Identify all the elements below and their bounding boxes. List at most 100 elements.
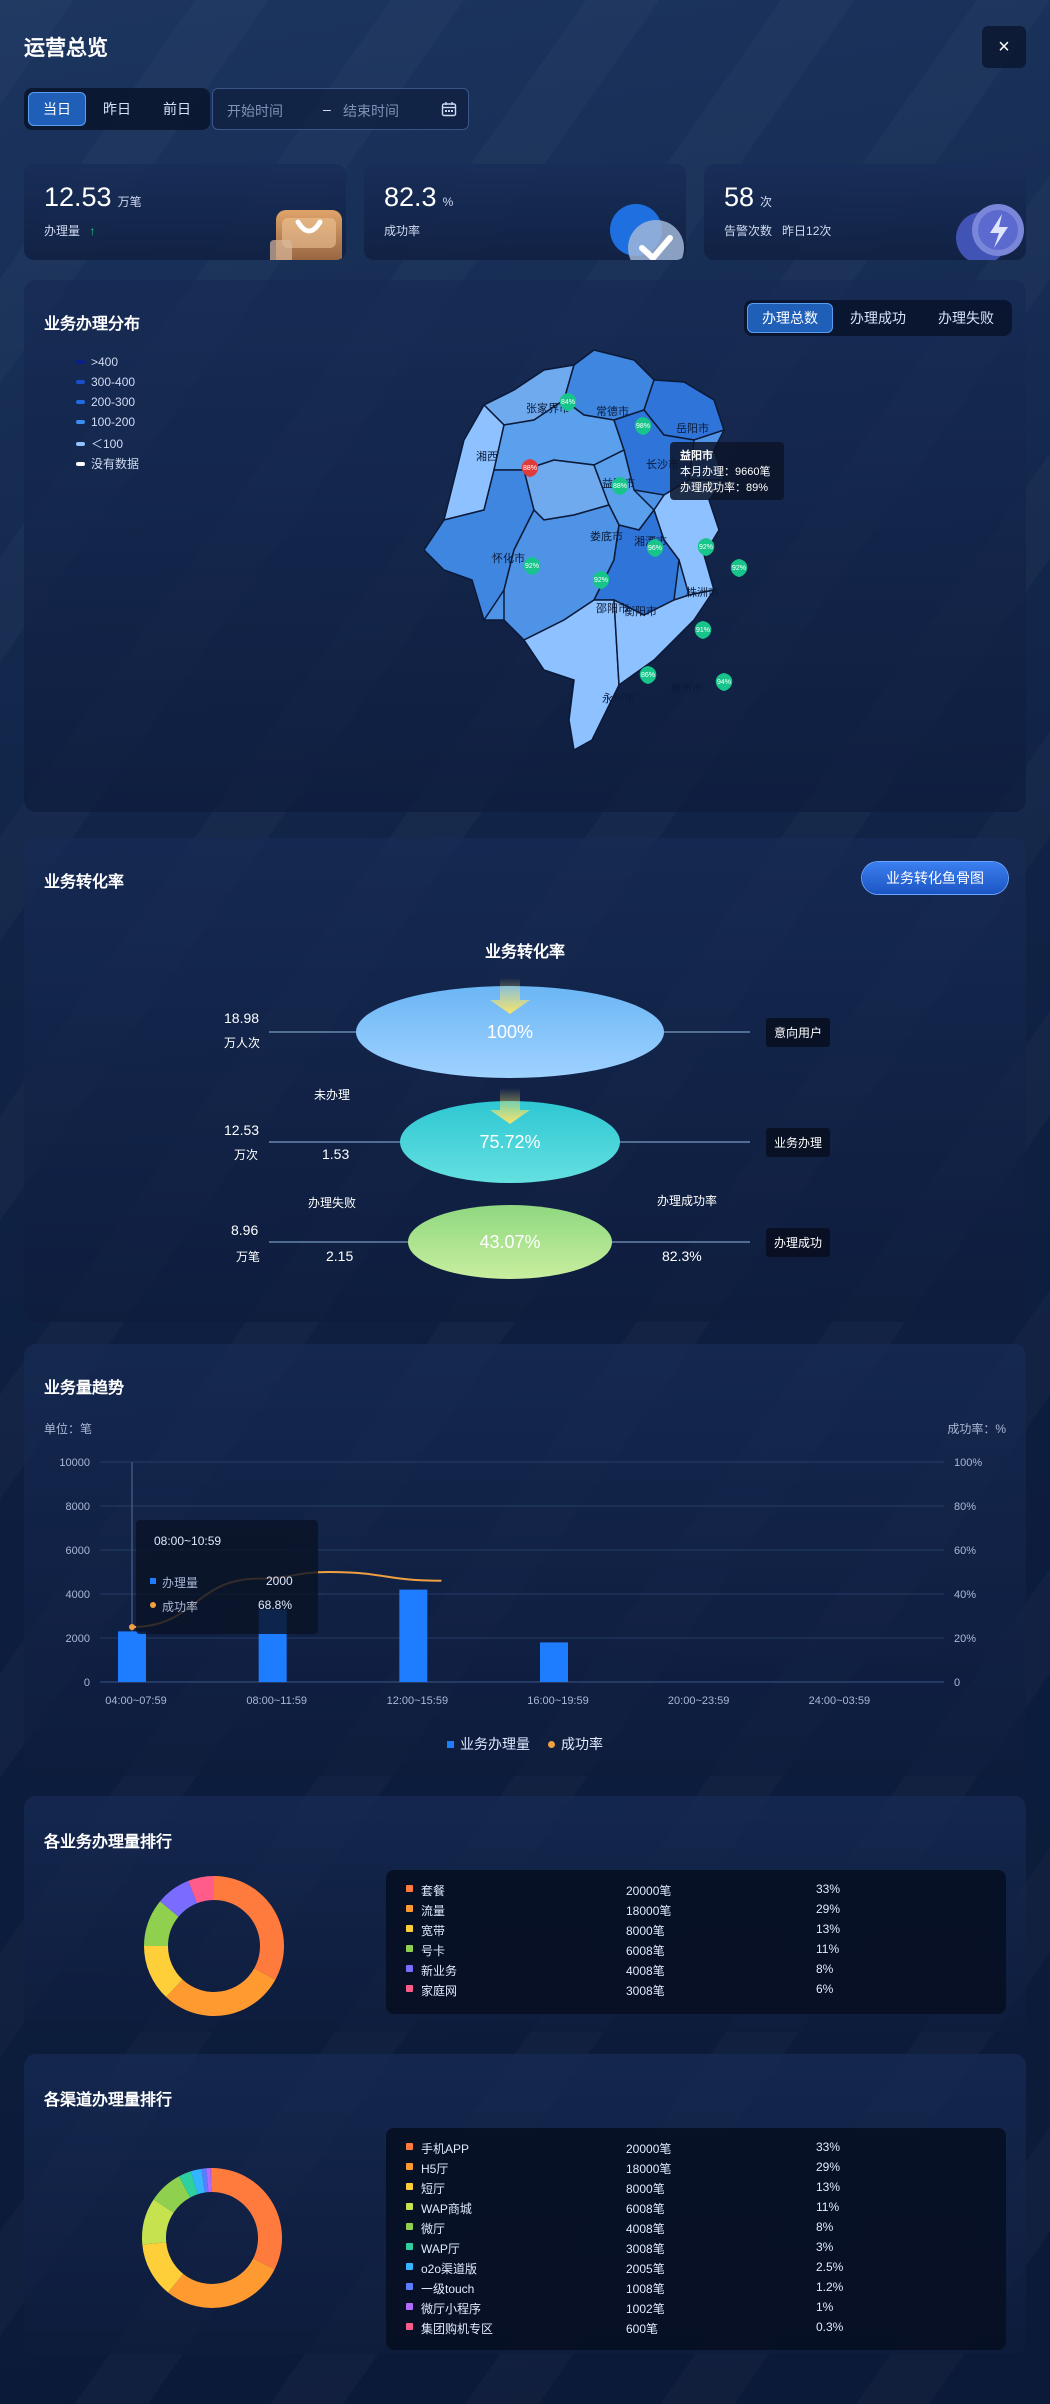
ranking-row: 宽带 8000笔 13% [406,1920,986,1940]
stat-card-success-rate: 82.3% 成功率 [364,164,686,260]
rate-pins[interactable]: 84% 98% 88% 88% 92% 92% 96% 92% 92% 91% … [521,393,748,691]
legend-item: ＜100 [76,435,123,452]
end-date-input[interactable]: 结束时间 [343,103,399,119]
donut-slice[interactable] [201,2168,209,2193]
donut-slice[interactable] [142,2199,174,2245]
donut-slice[interactable] [166,1968,276,2016]
ranking-pct: 13% [816,1922,841,1936]
tab-failed[interactable]: 办理失败 [938,310,994,326]
y2-tick-label: 60% [954,1545,976,1557]
calendar-icon[interactable] [441,101,457,117]
lightning-icon [956,204,1024,260]
city-label: 永州市 [602,691,635,705]
ranking-count: 4008笔 [626,1964,665,1978]
ranking-row: 流量 18000笔 29% [406,1900,986,1920]
pin-label: 98% [636,423,650,430]
donut-slice[interactable] [190,2168,205,2195]
tooltip-volume: 本月办理：9660笔 [680,466,771,478]
pin-label: 88% [613,483,627,490]
trend-legend: 业务办理量 成功率 [24,1734,1026,1754]
ranking-row: WAP厅 3008笔 3% [406,2238,986,2258]
conversion-funnel [269,978,750,1279]
y2-tick-label: 20% [954,1633,976,1645]
donut-slice[interactable] [144,1901,179,1946]
channel-donut-chart[interactable] [132,2158,292,2318]
funnel-stage-3 [408,1205,612,1279]
ranking-color-swatch [406,2163,413,2170]
tooltip-city: 益阳市 [680,450,713,462]
ranking-pct: 8% [816,1962,834,1976]
ranking-row: WAP商城 6008笔 11% [406,2198,986,2218]
donut-slice[interactable] [144,1946,183,1998]
close-icon: × [998,36,1010,58]
trend-chart[interactable]: 0 0 2000 20% 4000 40% 6000 60% 8000 80% 10000 100% 0… [24,1344,1026,1776]
business-ranking-panel: 各业务办理量排行 套餐 20000笔 33% 流量 18000笔 29% 宽带 8000笔 13… [24,1796,1026,2032]
tab-yesterday[interactable]: 昨日 [103,101,131,117]
x-tick-label: 04:00~07:59 [105,1695,166,1707]
legend-bar[interactable]: 业务办理量 [447,1734,530,1754]
map-region[interactable] [522,599,620,752]
ranking-name: 号卡 [421,1944,446,1958]
ranking-count: 8000笔 [626,2182,665,2196]
legend-item: 没有数据 [76,455,139,472]
tab-success[interactable]: 办理成功 [850,310,906,326]
ranking-count: 3008笔 [626,1984,665,1998]
legend-line[interactable]: 成功率 [548,1734,603,1754]
ranking-count: 1008笔 [626,2282,665,2296]
donut-slice[interactable] [214,1876,284,1980]
donut-slice[interactable] [210,2168,212,2193]
fishbone-button[interactable]: 业务转化鱼骨图 [862,862,1008,894]
y-tick-label: 8000 [66,1501,90,1513]
ranking-count: 1002笔 [626,2302,665,2316]
tooltip-row1-label: 办理量 [162,1576,199,1590]
stage3-unit: 万笔 [236,1250,261,1264]
funnel-arrow-icon [490,1088,530,1124]
stage1-unit: 万人次 [224,1036,261,1050]
ranking-row: 集团购机专区 600笔 0.3% [406,2318,986,2338]
pin-label: 94% [717,679,731,686]
pin-label: 92% [594,577,608,584]
x-tick-label: 16:00~19:59 [527,1695,588,1707]
close-button[interactable]: × [982,26,1026,68]
donut-slice[interactable] [160,1880,198,1917]
donut-slice[interactable] [168,2258,275,2308]
ranking-row: 一级touch 1008笔 1.2% [406,2278,986,2298]
ranking-count: 600笔 [626,2322,659,2336]
map-region[interactable] [613,588,716,687]
ranking-row: 手机APP 20000笔 33% [406,2138,986,2158]
donut-slice[interactable] [188,1876,214,1904]
x-tick-label: 24:00~03:59 [809,1695,870,1707]
tab-total[interactable]: 办理总数 [747,303,833,333]
stat-rate-label: 成功率 [384,224,421,238]
ranking-pct: 2.5% [816,2260,844,2274]
tab-today[interactable]: 当日 [28,92,86,126]
distribution-tabs: 办理总数 办理成功 办理失败 [744,300,1012,336]
ranking-color-swatch [406,1945,413,1952]
funnel-title: 业务转化率 [484,944,565,961]
donut-slice[interactable] [212,2168,282,2270]
donut-slice[interactable] [178,2171,199,2198]
province-map[interactable]: 张家界市 常德市 岳阳市 湘西 益阳市 长沙市 怀化市 娄底市 湘潭市 株洲市 … [424,340,804,780]
ranking-name: 微厅小程序 [421,2302,482,2316]
donut-slice[interactable] [153,2176,191,2213]
start-date-input[interactable]: 开始时间 [227,103,283,119]
tab-day-before[interactable]: 前日 [163,101,191,117]
city-label: 张家界市 [526,401,570,415]
ranking-row: o2o渠道版 2005笔 2.5% [406,2258,986,2278]
donut-slice[interactable] [206,2168,212,2193]
ranking-row: 家庭网 3008笔 6% [406,1980,986,2000]
stage2-tag: 业务办理 [766,1128,831,1157]
business-donut-chart[interactable] [134,1866,294,2026]
stat-volume-value: 12.53 [44,182,112,212]
legend-line-swatch [548,1740,555,1748]
ranking-name: WAP厅 [421,2242,460,2256]
ranking-color-swatch [406,2143,413,2150]
ranking-name: o2o渠道版 [421,2262,478,2276]
donut-slice[interactable] [142,2242,184,2293]
stage3-right-value: 82.3% [662,1248,702,1264]
city-label: 株洲市 [686,585,719,599]
ranking-pct: 8% [816,2220,834,2234]
ranking-count: 18000笔 [626,1904,672,1918]
business-ranking-title: 各业务办理量排行 [44,1834,173,1851]
date-range-picker[interactable]: 开始时间 – 结束时间 [212,88,469,130]
